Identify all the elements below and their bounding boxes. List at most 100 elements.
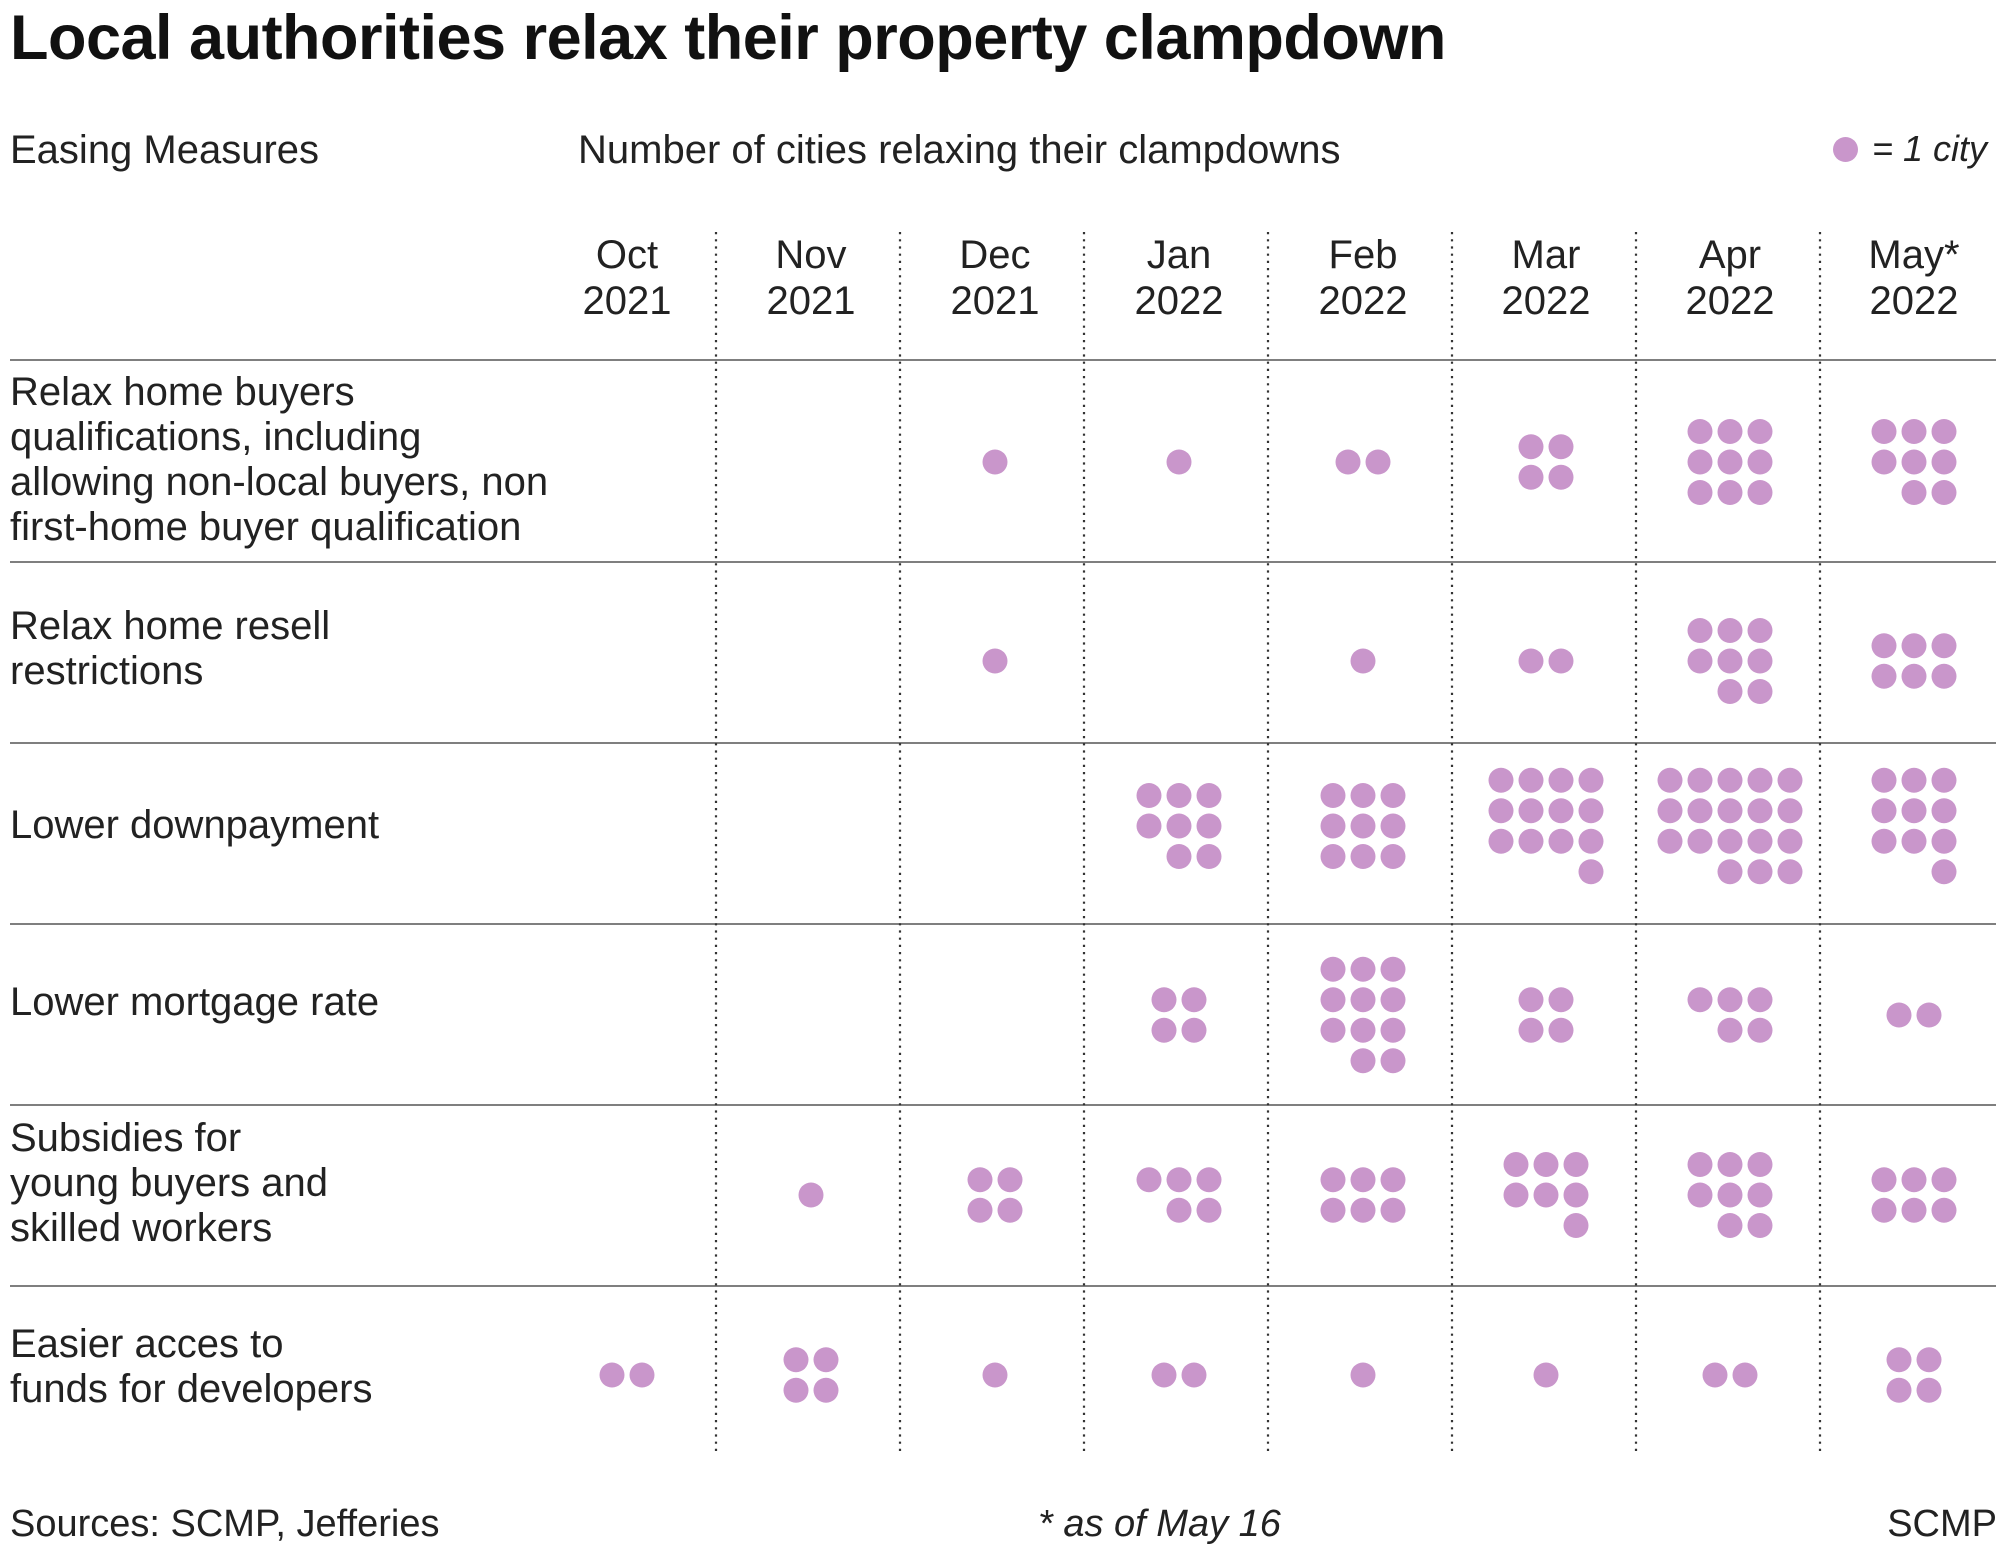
month-label: Oct xyxy=(595,233,659,277)
city-dot xyxy=(783,1347,809,1373)
city-dot xyxy=(1350,987,1376,1013)
city-dot xyxy=(1350,956,1376,982)
month-label: Feb xyxy=(1328,233,1398,277)
city-dot xyxy=(1871,1167,1897,1193)
city-dot xyxy=(1931,828,1957,854)
city-dot xyxy=(813,1377,839,1403)
city-dot xyxy=(1717,1182,1743,1208)
city-dot xyxy=(967,1167,993,1193)
row-label: Lower downpayment xyxy=(10,803,580,848)
city-dot xyxy=(1350,783,1376,808)
year-label: 2022 xyxy=(1869,279,1959,323)
city-dot xyxy=(1488,798,1514,824)
row-label-line: Relax home buyers xyxy=(10,370,355,414)
city-dot xyxy=(1931,480,1957,505)
month-header: Oct 2021 xyxy=(547,232,707,324)
city-dot xyxy=(1931,449,1957,475)
city-dot xyxy=(1166,449,1192,475)
city-dot xyxy=(982,648,1008,674)
city-dot xyxy=(1548,648,1574,674)
city-dot xyxy=(1533,1152,1559,1177)
city-dot xyxy=(1320,956,1346,982)
city-dot xyxy=(1181,987,1207,1013)
city-dot xyxy=(1350,1048,1376,1074)
city-dot xyxy=(1901,633,1927,659)
city-dot xyxy=(1518,767,1544,793)
city-dot xyxy=(1196,783,1222,808)
city-dot xyxy=(1181,1362,1207,1388)
city-dot xyxy=(1687,987,1713,1013)
city-dot xyxy=(1901,828,1927,854)
city-dot xyxy=(1563,1182,1589,1208)
city-dot xyxy=(1871,449,1897,475)
city-dot xyxy=(1886,1377,1912,1403)
city-dot xyxy=(1747,828,1773,854)
city-dot xyxy=(1717,618,1743,643)
city-dot xyxy=(1503,1182,1529,1208)
city-dot xyxy=(1320,813,1346,839)
city-dot xyxy=(982,449,1008,475)
city-dot xyxy=(599,1362,625,1388)
city-dot xyxy=(1350,1362,1376,1388)
city-dot xyxy=(1151,1017,1177,1043)
city-dot xyxy=(1916,1347,1942,1373)
city-dot xyxy=(1518,1017,1544,1043)
month-label: Jan xyxy=(1146,233,1212,277)
source-note: Sources: SCMP, Jefferies xyxy=(10,1503,440,1545)
row-label-line: qualifications, including xyxy=(10,415,422,459)
city-dot xyxy=(1687,480,1713,505)
city-dot xyxy=(813,1347,839,1373)
city-dot xyxy=(1717,859,1743,885)
city-dot xyxy=(1747,449,1773,475)
row-label: Lower mortgage rate xyxy=(10,980,580,1025)
city-dot xyxy=(1777,767,1803,793)
row-label: Relax home buyers qualifications, includi… xyxy=(10,370,580,550)
city-dot xyxy=(1350,813,1376,839)
city-dot xyxy=(1380,987,1406,1013)
city-dot xyxy=(1166,1167,1192,1193)
city-dot xyxy=(1380,813,1406,839)
city-dot xyxy=(629,1362,655,1388)
city-dot xyxy=(1871,798,1897,824)
city-dot xyxy=(1350,1167,1376,1193)
city-dot xyxy=(1657,767,1683,793)
city-dot xyxy=(1717,419,1743,444)
city-dot xyxy=(1687,449,1713,475)
month-header: May* 2022 xyxy=(1834,232,1994,324)
city-dot xyxy=(1320,844,1346,869)
month-label: May* xyxy=(1868,233,1960,277)
city-dot xyxy=(1747,480,1773,505)
city-dot xyxy=(1901,1197,1927,1223)
city-dot xyxy=(1901,663,1927,689)
city-dot xyxy=(1747,1182,1773,1208)
city-dot xyxy=(1320,1017,1346,1043)
city-dot xyxy=(1901,480,1927,505)
city-dot xyxy=(1931,798,1957,824)
row-label-line: allowing non-local buyers, non xyxy=(10,460,549,504)
year-label: 2021 xyxy=(950,279,1040,323)
city-dot xyxy=(967,1197,993,1223)
year-label: 2022 xyxy=(1501,279,1591,323)
city-dot xyxy=(1732,1362,1758,1388)
city-dot xyxy=(1777,828,1803,854)
city-dot xyxy=(1518,648,1544,674)
city-dot xyxy=(1717,679,1743,704)
city-dot xyxy=(1747,618,1773,643)
city-dot xyxy=(1901,449,1927,475)
footnote: * as of May 16 xyxy=(1038,1503,1281,1545)
city-dot xyxy=(1901,419,1927,444)
city-dot xyxy=(1901,767,1927,793)
city-dot xyxy=(1901,798,1927,824)
city-dot xyxy=(1717,987,1743,1013)
city-dot xyxy=(1717,828,1743,854)
city-dot xyxy=(1687,798,1713,824)
city-dot xyxy=(1717,480,1743,505)
city-dot xyxy=(1503,1152,1529,1177)
cities-count-header: Number of cities relaxing their clampdow… xyxy=(578,128,1341,172)
row-label: Relax home resell restrictions xyxy=(10,604,580,694)
row-label-line: skilled workers xyxy=(10,1206,273,1250)
city-dot xyxy=(1687,618,1713,643)
city-dot xyxy=(1365,449,1391,475)
row-label-line: first-home buyer qualification xyxy=(10,505,522,549)
city-dot xyxy=(1777,859,1803,885)
